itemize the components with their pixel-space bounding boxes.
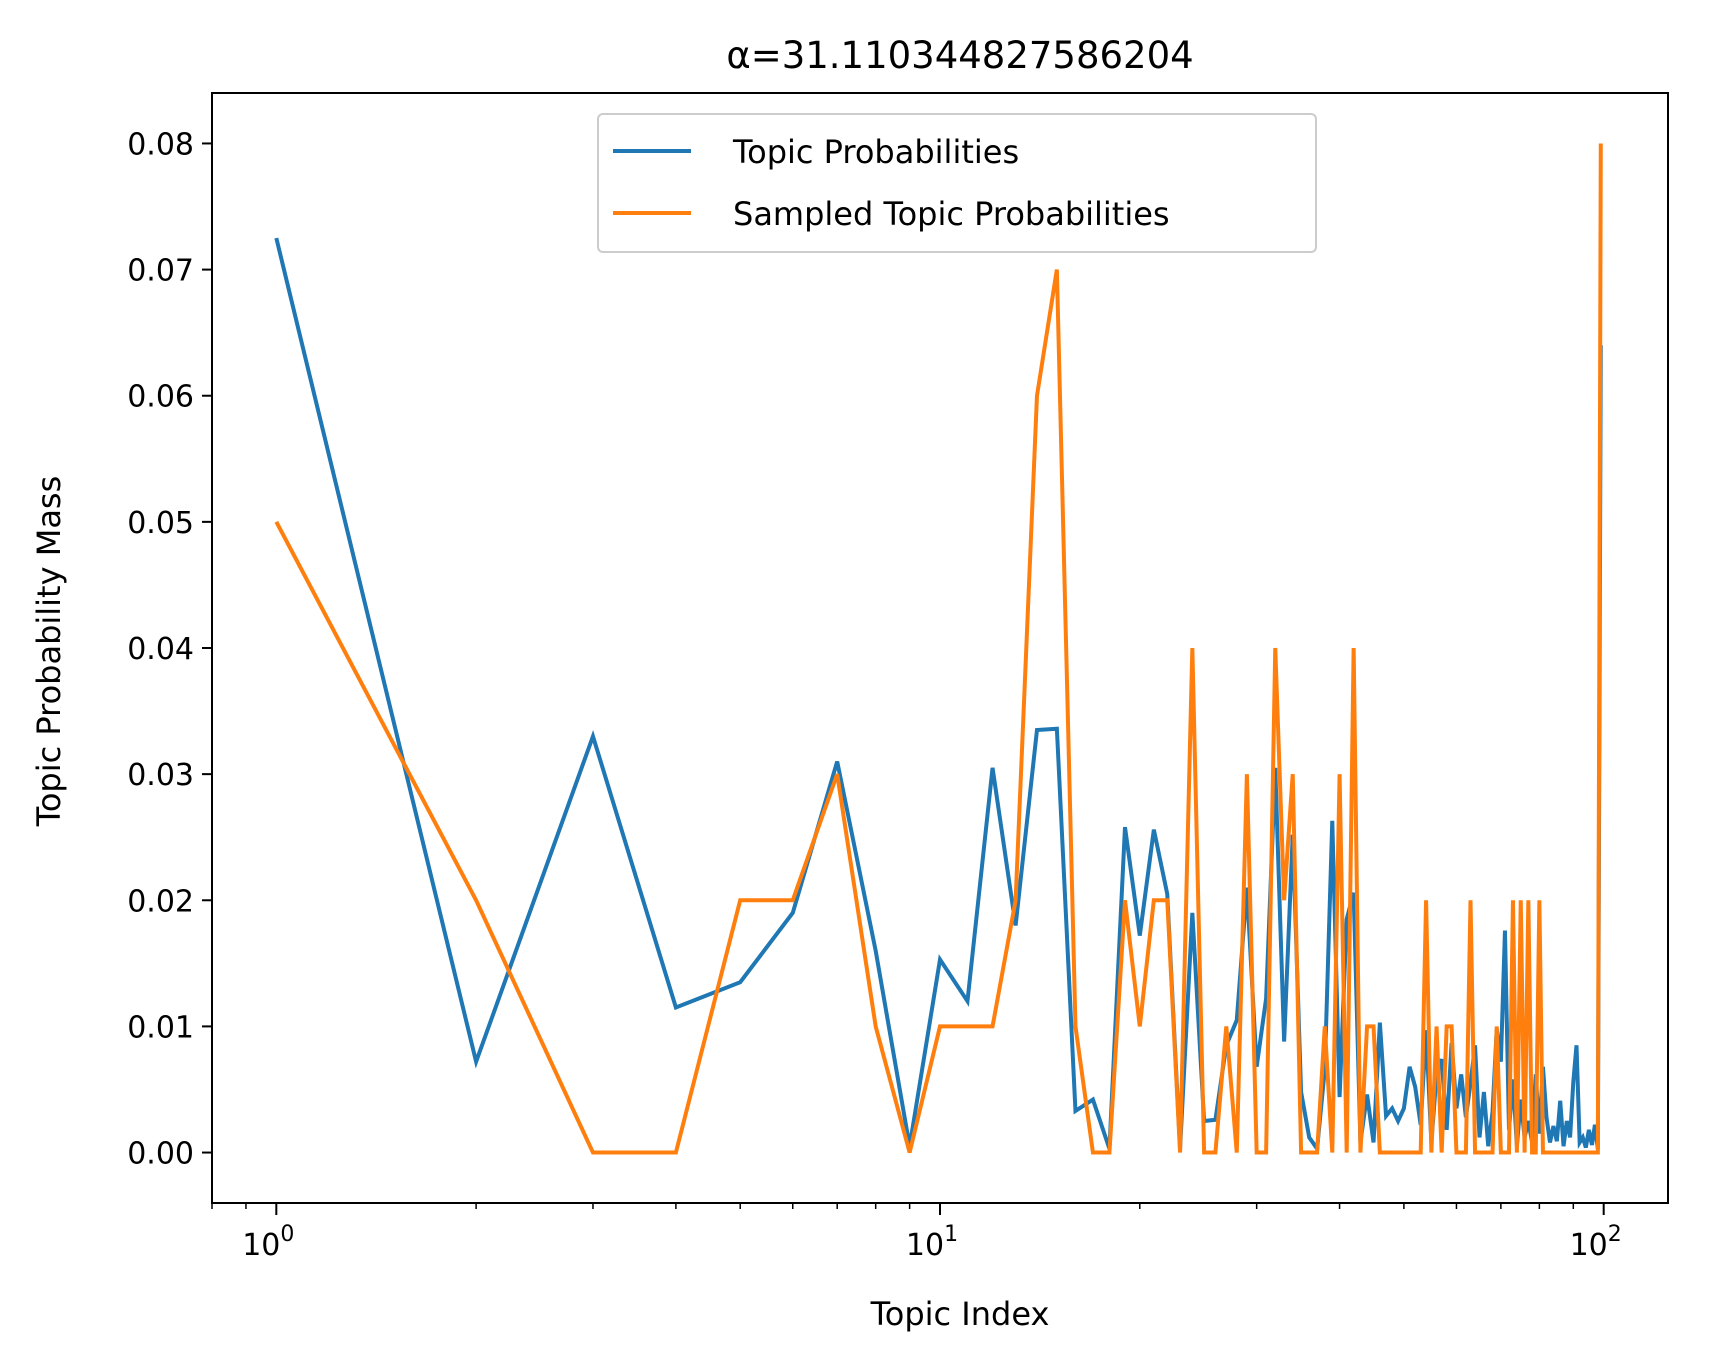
y-tick-label: 0.06: [127, 380, 194, 415]
y-tick-label: 0.02: [127, 884, 194, 919]
series-line-1: [274, 237, 1603, 1155]
series-line-2: [274, 143, 1603, 1155]
axes-frame: [211, 92, 1669, 1204]
legend-label: Topic Probabilities: [732, 133, 1019, 171]
x-axis-label: Topic Index: [870, 1295, 1050, 1333]
legend: Topic Probabilities Sampled Topic Probabi…: [597, 113, 1317, 253]
x-tick-label: 100: [242, 1222, 294, 1263]
y-tick-label: 0.05: [127, 506, 194, 541]
legend-box: [597, 113, 1317, 253]
x-tick-label: 102: [1570, 1222, 1622, 1263]
y-tick-label: 0.00: [127, 1137, 194, 1172]
x-tick-label: 101: [906, 1222, 958, 1263]
plot-area: [274, 143, 1603, 1155]
y-tick-label: 0.04: [127, 632, 194, 667]
y-tick-label: 0.01: [127, 1010, 194, 1045]
y-axis-label: Topic Probability Mass: [30, 476, 68, 828]
axes: 0.00 0.01 0.02 0.03 0.04 0.05 0.06 0.07 0.08 100 1…: [127, 92, 1669, 1263]
y-tick-label: 0.07: [127, 254, 194, 289]
y-tick-label: 0.03: [127, 758, 194, 793]
legend-label: Sampled Topic Probabilities: [733, 195, 1170, 233]
chart-title: α=31.110344827586204: [726, 34, 1193, 77]
y-tick-label: 0.08: [127, 127, 194, 162]
